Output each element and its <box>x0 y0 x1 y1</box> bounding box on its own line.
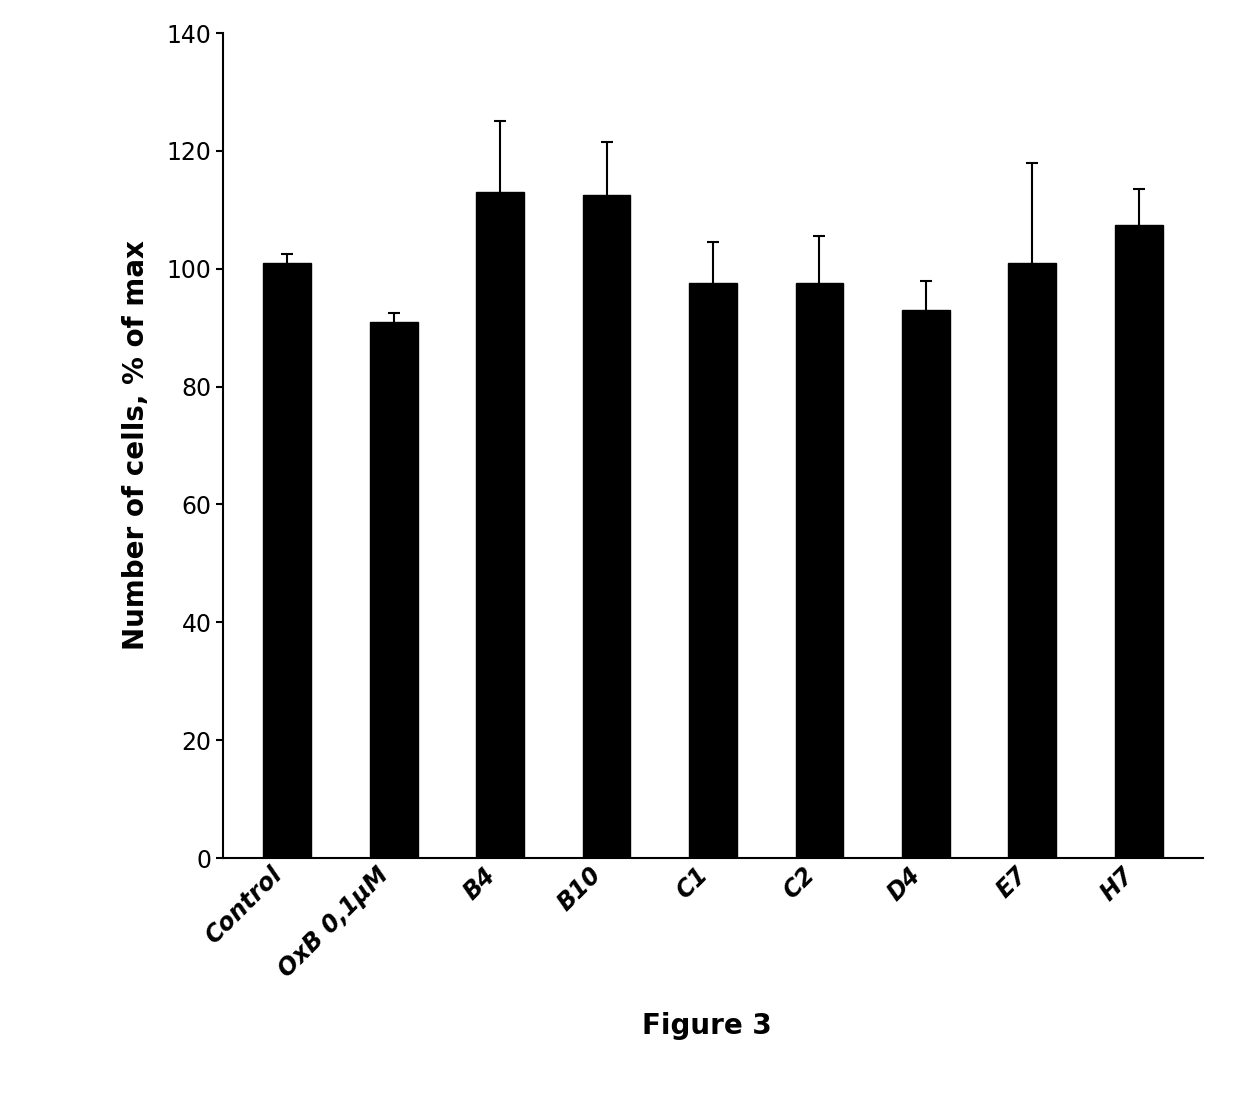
Bar <box>263 263 311 858</box>
Bar <box>1008 263 1056 858</box>
Y-axis label: Number of cells, % of max: Number of cells, % of max <box>122 241 150 650</box>
Bar <box>476 192 525 858</box>
Bar <box>1115 224 1163 858</box>
Bar <box>689 284 737 858</box>
Bar <box>901 310 950 858</box>
Bar <box>583 195 630 858</box>
Bar <box>796 284 843 858</box>
Text: Figure 3: Figure 3 <box>642 1012 771 1040</box>
Bar <box>370 321 418 858</box>
